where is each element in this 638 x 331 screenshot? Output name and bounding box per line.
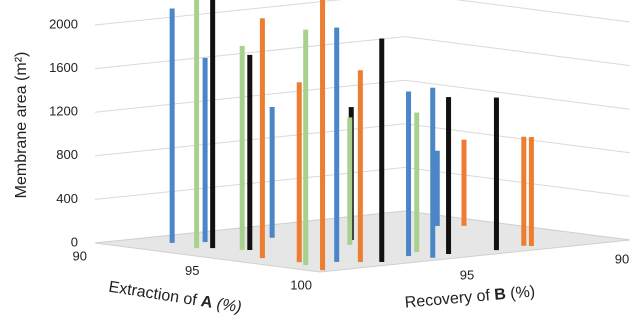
bar — [414, 112, 420, 253]
bar — [446, 97, 452, 255]
bar — [357, 70, 363, 263]
x-title-part: (%) — [215, 296, 242, 317]
bar — [210, 0, 216, 249]
x2-axis-title: Recovery of B (%) — [404, 284, 536, 312]
bar — [296, 82, 302, 263]
x2-title-part: B — [494, 286, 507, 304]
bar — [347, 117, 353, 245]
bar — [434, 150, 440, 226]
grid-line — [94, 0, 631, 26]
bar — [247, 54, 253, 250]
bar — [239, 45, 245, 250]
z-tick-label: 400 — [56, 191, 78, 206]
bars — [169, 0, 534, 271]
z-tick-label: 800 — [56, 147, 78, 162]
bar — [169, 8, 175, 243]
x2-tick-label: 90 — [615, 251, 629, 266]
bar — [320, 0, 326, 271]
y-axis-title: Membrane area (m²) — [13, 52, 30, 199]
z-tick-label: 0 — [71, 234, 78, 249]
x2-title-part: Recovery of — [404, 287, 491, 311]
bar — [303, 29, 309, 266]
z-tick-label: 2000 — [49, 16, 78, 31]
x-tick-label: 100 — [290, 277, 312, 292]
x-tick-label: 95 — [185, 263, 199, 278]
bar — [406, 91, 412, 257]
x2-tick-label: 95 — [460, 267, 474, 282]
bar — [430, 87, 436, 258]
x-title-part: Extraction of — [107, 279, 198, 310]
bar — [269, 106, 275, 238]
z-tick-label: 1600 — [49, 60, 78, 75]
x-tick-label: 90 — [73, 248, 87, 263]
grid-line — [94, 36, 631, 70]
z-tick-label: 1200 — [49, 104, 78, 119]
bar — [379, 38, 385, 262]
bar — [521, 136, 527, 246]
bar — [334, 27, 340, 262]
bar — [202, 57, 208, 243]
x-title-part: A — [200, 293, 215, 312]
x2-title-part: (%) — [510, 284, 536, 303]
x-axis-title: Extraction of A (%) — [107, 279, 242, 317]
bar — [461, 139, 467, 226]
bar — [194, 0, 200, 249]
bar — [259, 18, 265, 259]
bar — [493, 97, 499, 251]
bar — [528, 137, 534, 246]
